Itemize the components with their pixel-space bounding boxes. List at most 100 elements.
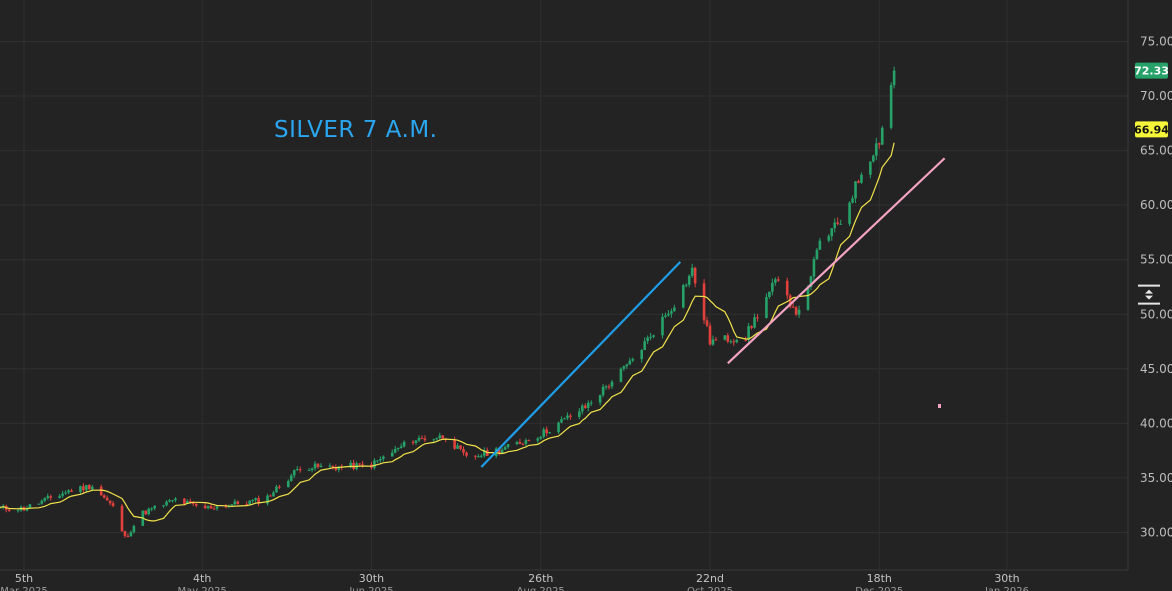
candle-body [631, 359, 635, 361]
candle-body [652, 335, 655, 337]
candle [483, 447, 486, 458]
candle-body [40, 500, 44, 504]
candle-body [506, 444, 510, 448]
candle-body [756, 317, 759, 319]
candle-body [812, 259, 816, 277]
candle-body [257, 498, 260, 504]
time-axis[interactable]: 5thMar 20254thMay 202530thJun 202526thAu… [0, 572, 1029, 591]
candle [108, 500, 112, 506]
candle [153, 505, 156, 511]
candle [275, 484, 278, 493]
candle [88, 484, 91, 490]
candle [453, 436, 456, 450]
axis-tools[interactable] [1136, 282, 1162, 308]
candle [150, 507, 153, 512]
candle-body [797, 309, 801, 315]
candle-body [768, 291, 771, 298]
candle [168, 498, 171, 503]
candle-body [625, 364, 629, 367]
candle [85, 484, 88, 493]
candle-body [402, 441, 406, 447]
candle [379, 456, 382, 463]
candle-body [889, 85, 893, 128]
candle-body [477, 456, 480, 458]
candle-body [465, 452, 468, 456]
candle [313, 461, 317, 471]
candle [165, 500, 168, 507]
time-tick-label: 18th [867, 572, 892, 585]
candle [393, 445, 397, 454]
candle-body [278, 486, 281, 488]
candle [851, 195, 854, 204]
candle-body [174, 498, 177, 501]
candle-body [203, 505, 207, 509]
candle [251, 499, 254, 504]
candle [670, 308, 673, 318]
candle [788, 293, 792, 309]
candle-body [349, 462, 352, 468]
candle-body [129, 532, 133, 537]
candle [869, 161, 872, 179]
candle-body [390, 452, 394, 457]
candle [506, 443, 510, 449]
candle-body [251, 499, 254, 501]
candle [622, 365, 626, 371]
candle [43, 497, 47, 503]
candle-body [848, 202, 851, 224]
autoscale-icon [1145, 289, 1153, 300]
price-tick-label: 45.00 [1140, 362, 1172, 376]
candle-body [833, 222, 837, 229]
candle-body [569, 415, 572, 417]
candle [132, 524, 136, 534]
candle-body [289, 475, 293, 481]
price-tick-label: 65.00 [1140, 144, 1172, 158]
candle-body [37, 503, 41, 505]
chart-title: SILVER 7 A.M. [274, 117, 437, 143]
candle-body [711, 339, 715, 345]
candle-body [892, 70, 896, 86]
candle-body [750, 326, 753, 328]
candle-body [723, 335, 727, 340]
candle-body [414, 440, 418, 443]
candle-body [358, 463, 361, 465]
candle [203, 502, 207, 510]
candle [794, 305, 798, 317]
candle-body [183, 498, 186, 504]
candle [289, 473, 293, 482]
candle-body [830, 228, 834, 237]
candle [566, 412, 569, 421]
candle [652, 334, 655, 339]
candle-body [453, 439, 456, 449]
candle-body [714, 339, 718, 341]
candle [233, 498, 237, 506]
candle [459, 445, 462, 451]
candle-body [165, 501, 168, 506]
candle [583, 403, 587, 409]
candle [477, 454, 480, 458]
candle [877, 142, 881, 149]
candle-body [245, 504, 249, 506]
candle [753, 313, 756, 329]
candle [411, 440, 415, 446]
candle-body [518, 442, 522, 444]
price-plot [0, 66, 896, 538]
candle [316, 463, 320, 469]
candle-body [702, 283, 706, 321]
moving-average-line [0, 142, 895, 522]
price-axis[interactable]: 30.00 35.00 40.00 45.00 50.00 55.00 60.00 65.00… [1140, 35, 1172, 540]
candle [589, 400, 593, 406]
price-tick-label: 30.00 [1140, 525, 1172, 539]
candle-body [557, 422, 560, 433]
candle [848, 201, 851, 227]
candle [206, 505, 210, 510]
candle-body [839, 223, 842, 225]
candle-body [287, 480, 290, 488]
candle-body [49, 496, 53, 498]
candle-body [836, 222, 839, 224]
candle-body [693, 267, 697, 284]
candle-body [524, 440, 528, 445]
candle-body [432, 439, 436, 441]
candle-body [209, 506, 213, 509]
candle [417, 435, 421, 442]
